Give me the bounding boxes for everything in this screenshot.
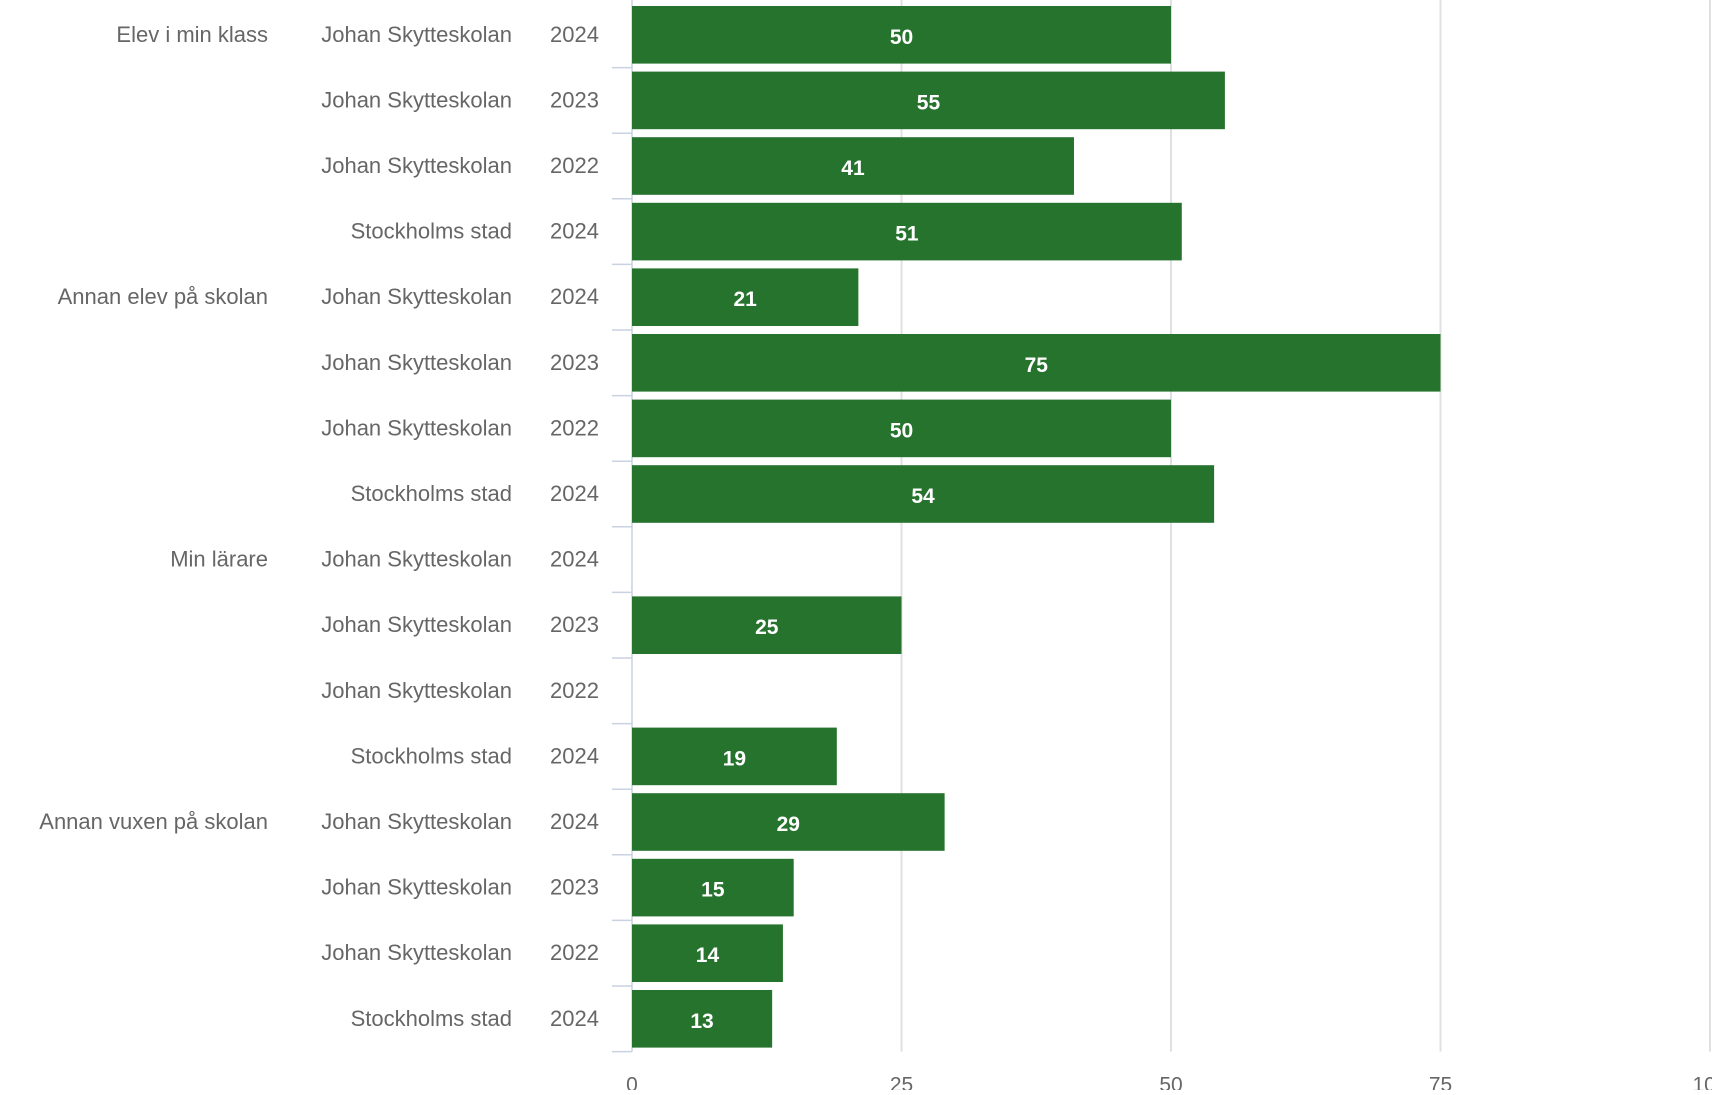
school-label: Stockholms stad [351, 219, 512, 244]
year-label: 2022 [550, 678, 599, 703]
bar [632, 334, 1441, 392]
bar [632, 924, 783, 982]
bar-value-label: 14 [696, 944, 720, 967]
bar-value-label: 29 [777, 813, 800, 836]
school-label: Stockholms stad [351, 743, 512, 768]
bar-value-label: 50 [890, 419, 913, 442]
school-label: Johan Skytteskolan [321, 809, 512, 834]
bar [632, 465, 1215, 523]
x-tick-label: 0 [626, 1074, 638, 1090]
x-tick-label: 50 [1159, 1074, 1182, 1090]
group-label: Elev i min klass [116, 22, 268, 47]
year-label: 2023 [550, 350, 599, 375]
x-tick-label: 75 [1429, 1074, 1452, 1090]
school-label: Johan Skytteskolan [321, 415, 512, 440]
bar-value-label: 13 [690, 1010, 713, 1033]
bar-value-label: 25 [755, 616, 779, 639]
bar-value-label: 19 [723, 747, 746, 770]
bar [632, 202, 1182, 261]
school-label: Stockholms stad [351, 481, 512, 506]
bar [632, 268, 859, 326]
bar-value-label: 15 [701, 879, 725, 902]
group-label: Annan vuxen på skolan [39, 809, 268, 834]
year-label: 2024 [550, 809, 599, 834]
bar [632, 858, 794, 917]
bar-value-label: 75 [1025, 354, 1049, 377]
year-label: 2024 [550, 284, 599, 309]
school-label: Johan Skytteskolan [321, 87, 512, 112]
bar [632, 399, 1171, 458]
bar [632, 6, 1171, 64]
bar-value-label: 51 [895, 223, 919, 246]
year-label: 2024 [550, 22, 599, 47]
bar-value-label: 50 [890, 26, 913, 49]
school-label: Johan Skytteskolan [321, 547, 512, 572]
school-label: Johan Skytteskolan [321, 875, 512, 900]
year-label: 2024 [550, 219, 599, 244]
school-label: Johan Skytteskolan [321, 350, 512, 375]
year-label: 2022 [550, 940, 599, 965]
bar [632, 793, 945, 851]
year-label: 2024 [550, 1006, 599, 1031]
school-label: Johan Skytteskolan [321, 678, 512, 703]
x-tick-label: 100 [1692, 1074, 1712, 1090]
bar-value-label: 54 [911, 485, 935, 508]
year-label: 2024 [550, 481, 599, 506]
bar [632, 596, 902, 654]
group-label: Annan elev på skolan [58, 284, 268, 309]
year-label: 2022 [550, 415, 599, 440]
school-label: Stockholms stad [351, 1006, 512, 1031]
school-label: Johan Skytteskolan [321, 22, 512, 47]
school-label: Johan Skytteskolan [321, 940, 512, 965]
year-label: 2022 [550, 153, 599, 178]
bar-value-label: 55 [917, 91, 941, 114]
bar [632, 71, 1225, 130]
school-label: Johan Skytteskolan [321, 284, 512, 309]
school-label: Johan Skytteskolan [321, 153, 512, 178]
bar-value-label: 41 [841, 157, 865, 180]
x-tick-label: 25 [890, 1074, 913, 1090]
year-label: 2024 [550, 743, 599, 768]
year-label: 2023 [550, 87, 599, 112]
year-label: 2023 [550, 612, 599, 637]
group-label: Min lärare [170, 547, 268, 572]
year-label: 2024 [550, 547, 599, 572]
bar [632, 137, 1074, 195]
bar [632, 990, 773, 1048]
year-label: 2023 [550, 875, 599, 900]
bar [632, 727, 837, 786]
school-label: Johan Skytteskolan [321, 612, 512, 637]
bar-value-label: 21 [734, 288, 758, 311]
